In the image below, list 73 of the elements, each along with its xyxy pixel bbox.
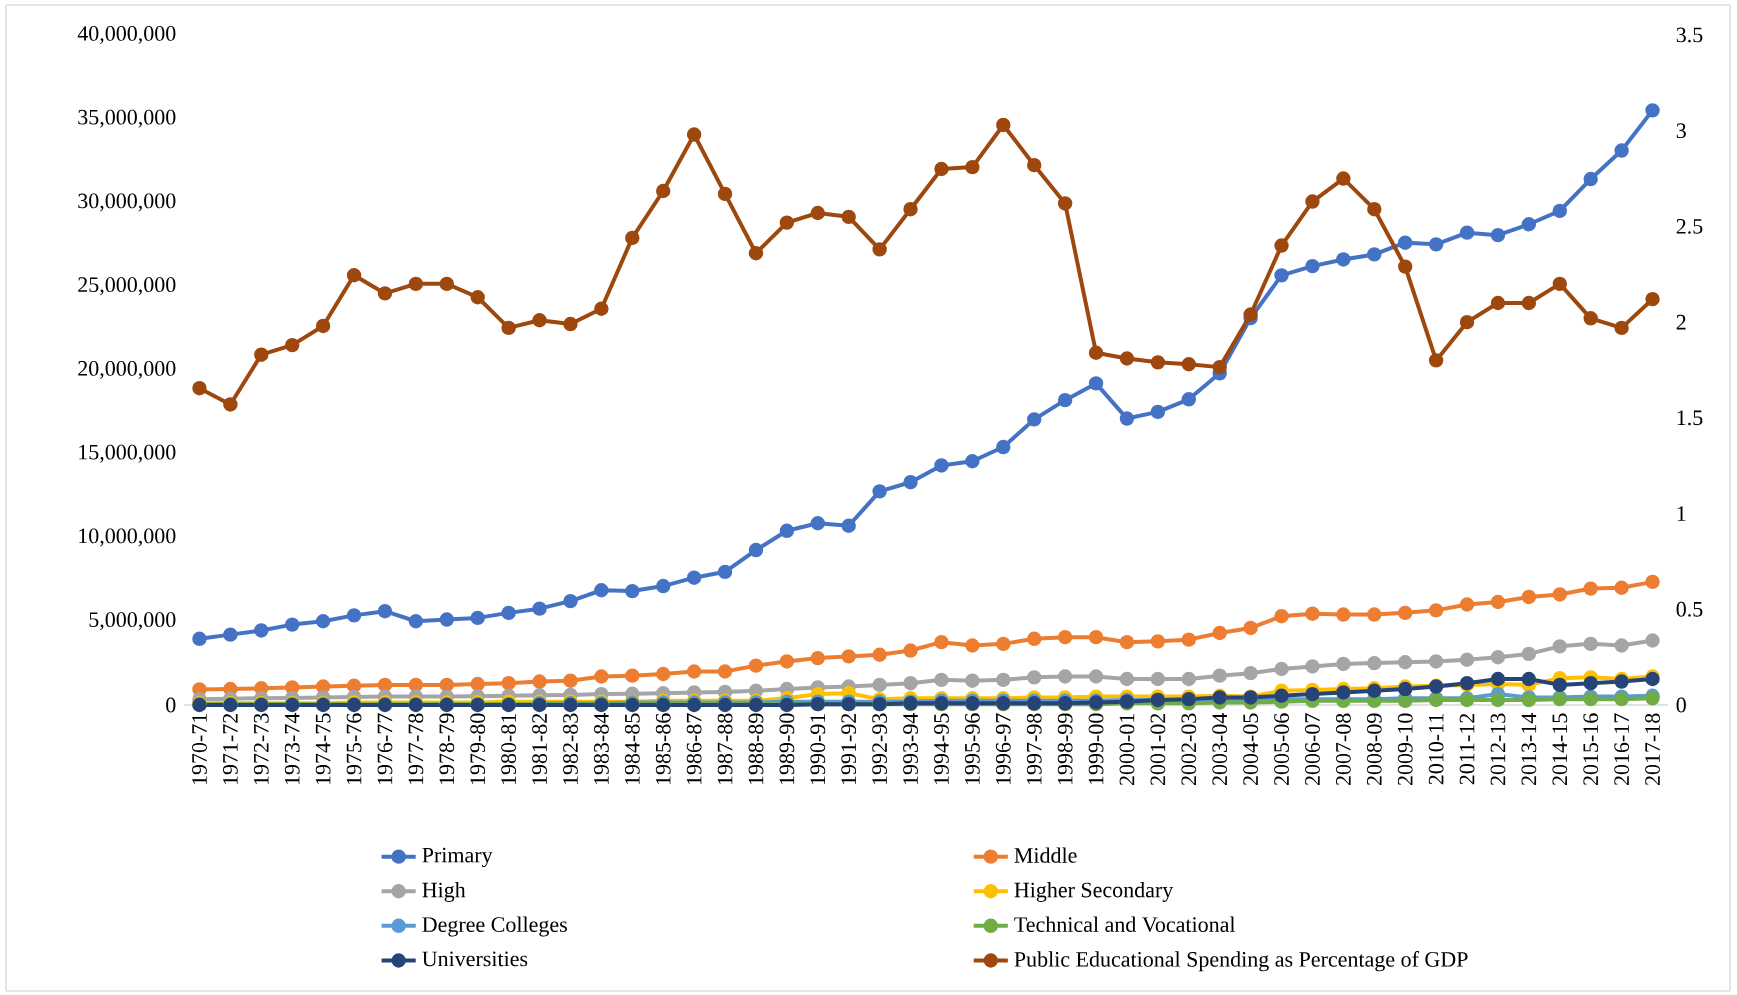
x-tick-label: 1989-90: [779, 713, 795, 785]
x-tick-label: 1997-98: [1026, 713, 1042, 785]
y2-tick-label: 2.5: [1676, 218, 1703, 234]
legend-label: Higher Secondary: [1014, 881, 1174, 902]
x-tick-label: 1975-76: [346, 713, 362, 785]
x-tick-label: 1973-74: [284, 713, 300, 785]
y-tick-label: 20,000,000: [78, 361, 176, 379]
x-tick-label: 1987-88: [717, 713, 733, 785]
legend-label: Public Educational Spending as Percentage of GDP: [1014, 951, 1468, 972]
x-tick-label: 2011-12: [1459, 713, 1475, 785]
legend-label: Primary: [422, 847, 493, 868]
x-tick-label: 2010-11: [1428, 714, 1444, 785]
legend-label: High: [422, 881, 466, 902]
y-tick-label: 5,000,000: [89, 612, 176, 631]
y2-tick-label: 0: [1676, 697, 1686, 713]
x-tick-label: 2007-08: [1335, 713, 1351, 786]
x-tick-label: 1981-82: [532, 713, 547, 785]
x-tick-label: 1983-84: [593, 713, 609, 785]
x-tick-label: 1998-99: [1057, 713, 1073, 785]
legend-label: Technical and Vocational: [1014, 916, 1236, 933]
y2-tick-label: 0.5: [1676, 601, 1703, 617]
x-tick-label: 2009-10: [1397, 713, 1413, 786]
y-tick-label: 40,000,000: [77, 26, 176, 44]
y-tick-label: 25,000,000: [78, 277, 176, 296]
x-tick-label: 1995-96: [965, 713, 980, 785]
y-tick-label: 10,000,000: [79, 528, 176, 547]
x-tick-label: 1982-83: [563, 713, 578, 785]
x-tick-label: 1988-89: [748, 713, 764, 785]
y2-tick-label: 2: [1676, 314, 1686, 330]
x-tick-label: 1990-91: [810, 714, 826, 785]
x-tick-label: 1999-00: [1088, 713, 1104, 785]
y2-tick-label: 1.5: [1677, 410, 1703, 426]
x-tick-label: 2015-16: [1583, 713, 1599, 786]
x-tick-label: 1980-81: [501, 714, 517, 785]
x-tick-label: 2016-17: [1614, 713, 1630, 786]
legend-label: Universities: [422, 951, 528, 967]
legend-label: Degree Colleges: [422, 916, 567, 937]
x-tick-label: 2001-02: [1150, 713, 1166, 786]
x-tick-label: 1970-71: [192, 714, 207, 785]
x-tick-label: 2000-01: [1119, 714, 1135, 786]
x-tick-label: 1977-78: [408, 713, 424, 785]
x-tick-label: 1996-97: [995, 713, 1011, 785]
x-tick-label: 1992-93: [872, 713, 888, 785]
x-tick-label: 2008-09: [1366, 713, 1382, 786]
y-tick-label: 15,000,000: [79, 444, 176, 463]
x-tick-label: 1994-95: [934, 713, 949, 785]
y2-tick-label: 3.5: [1676, 27, 1703, 43]
x-tick-label: 1978-79: [439, 713, 455, 785]
y-tick-label: 30,000,000: [78, 193, 176, 212]
legend-label: Middle: [1014, 847, 1077, 863]
x-tick-label: 2012-13: [1490, 713, 1506, 786]
y-tick-label: 35,000,000: [78, 109, 176, 128]
x-tick-label: 1985-86: [655, 713, 671, 785]
x-tick-label: 1991-92: [841, 713, 857, 785]
x-tick-label: 1993-94: [903, 713, 918, 785]
x-tick-label: 1974-75: [315, 713, 331, 785]
x-tick-label: 2013-14: [1521, 713, 1537, 786]
x-tick-label: 2017-18: [1645, 713, 1660, 786]
x-tick-label: 1979-80: [470, 713, 486, 785]
y2-tick-label: 3: [1676, 123, 1686, 139]
x-tick-label: 2004-05: [1243, 713, 1259, 786]
x-tick-label: 2002-03: [1181, 713, 1197, 786]
x-tick-label: 1972-73: [253, 713, 269, 785]
x-tick-label: 2003-04: [1212, 713, 1228, 786]
x-tick-label: 1971-72: [223, 713, 238, 785]
x-tick-label: 1976-77: [377, 713, 393, 785]
y2-tick-label: 1: [1677, 506, 1686, 521]
x-tick-label: 2014-15: [1552, 713, 1568, 786]
x-tick-label: 2005-06: [1274, 713, 1289, 786]
x-tick-label: 1986-87: [686, 713, 702, 785]
y-tick-label: 0: [166, 697, 176, 713]
x-tick-label: 2006-07: [1305, 713, 1320, 786]
x-tick-label: 1984-85: [624, 713, 640, 785]
